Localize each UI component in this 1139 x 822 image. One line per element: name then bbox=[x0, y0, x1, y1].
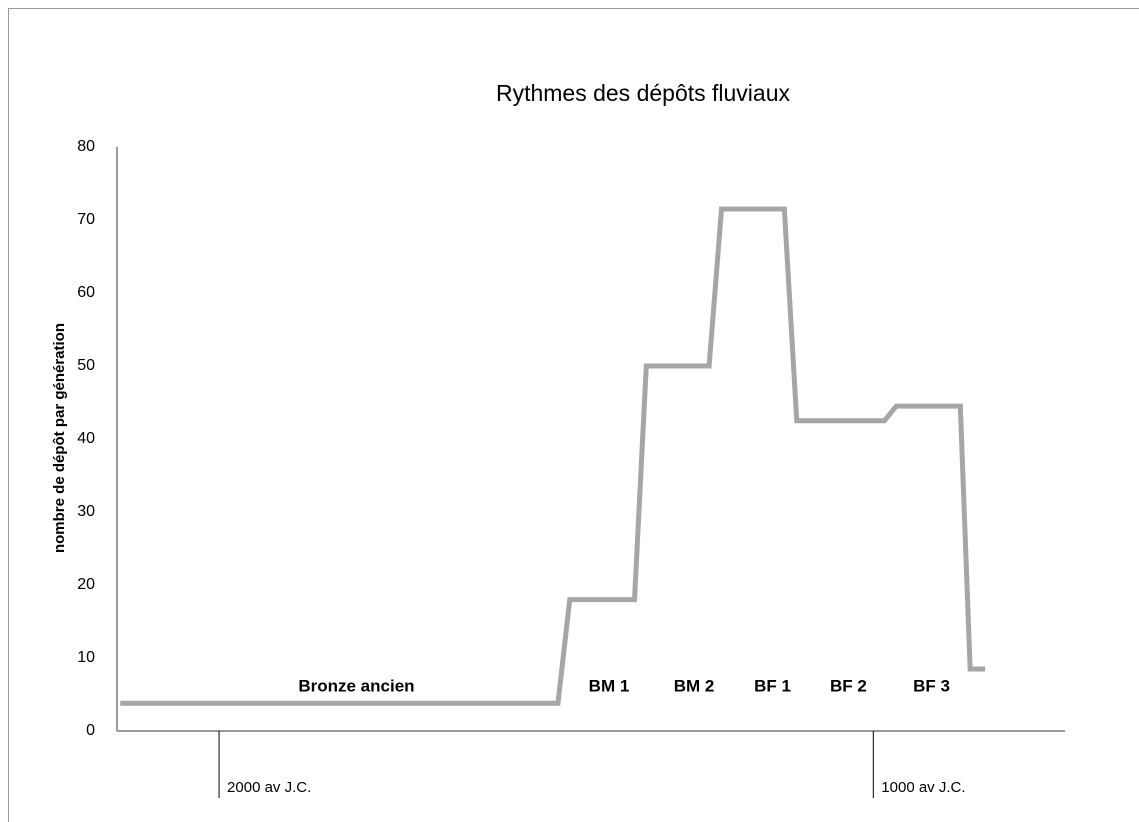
period-label: BF 1 bbox=[754, 677, 791, 696]
y-tick-label: 0 bbox=[86, 722, 95, 739]
period-label: BM 1 bbox=[589, 677, 630, 696]
y-tick-label: 40 bbox=[77, 430, 95, 447]
x-tick-label: 2000 av J.C. bbox=[227, 779, 311, 796]
frame bbox=[8, 8, 1139, 822]
y-tick-label: 60 bbox=[77, 284, 95, 301]
line-series bbox=[120, 206, 986, 706]
period-label: Bronze ancien bbox=[298, 677, 414, 696]
y-tick-label: 20 bbox=[77, 576, 95, 593]
y-axis-label: nombre de dépôt par génération bbox=[51, 323, 68, 553]
y-tick-label: 50 bbox=[77, 357, 95, 374]
y-tick-label: 70 bbox=[77, 211, 95, 228]
period-label: BF 2 bbox=[830, 677, 867, 696]
y-tick-label: 30 bbox=[77, 503, 95, 520]
period-label: BM 2 bbox=[674, 677, 715, 696]
y-tick-label: 80 bbox=[77, 138, 95, 155]
chart-title: Rythmes des dépôts fluviaux bbox=[496, 80, 791, 106]
x-tick-label: 1000 av J.C. bbox=[881, 779, 965, 796]
y-tick-label: 10 bbox=[77, 649, 95, 666]
period-label: BF 3 bbox=[913, 677, 950, 696]
